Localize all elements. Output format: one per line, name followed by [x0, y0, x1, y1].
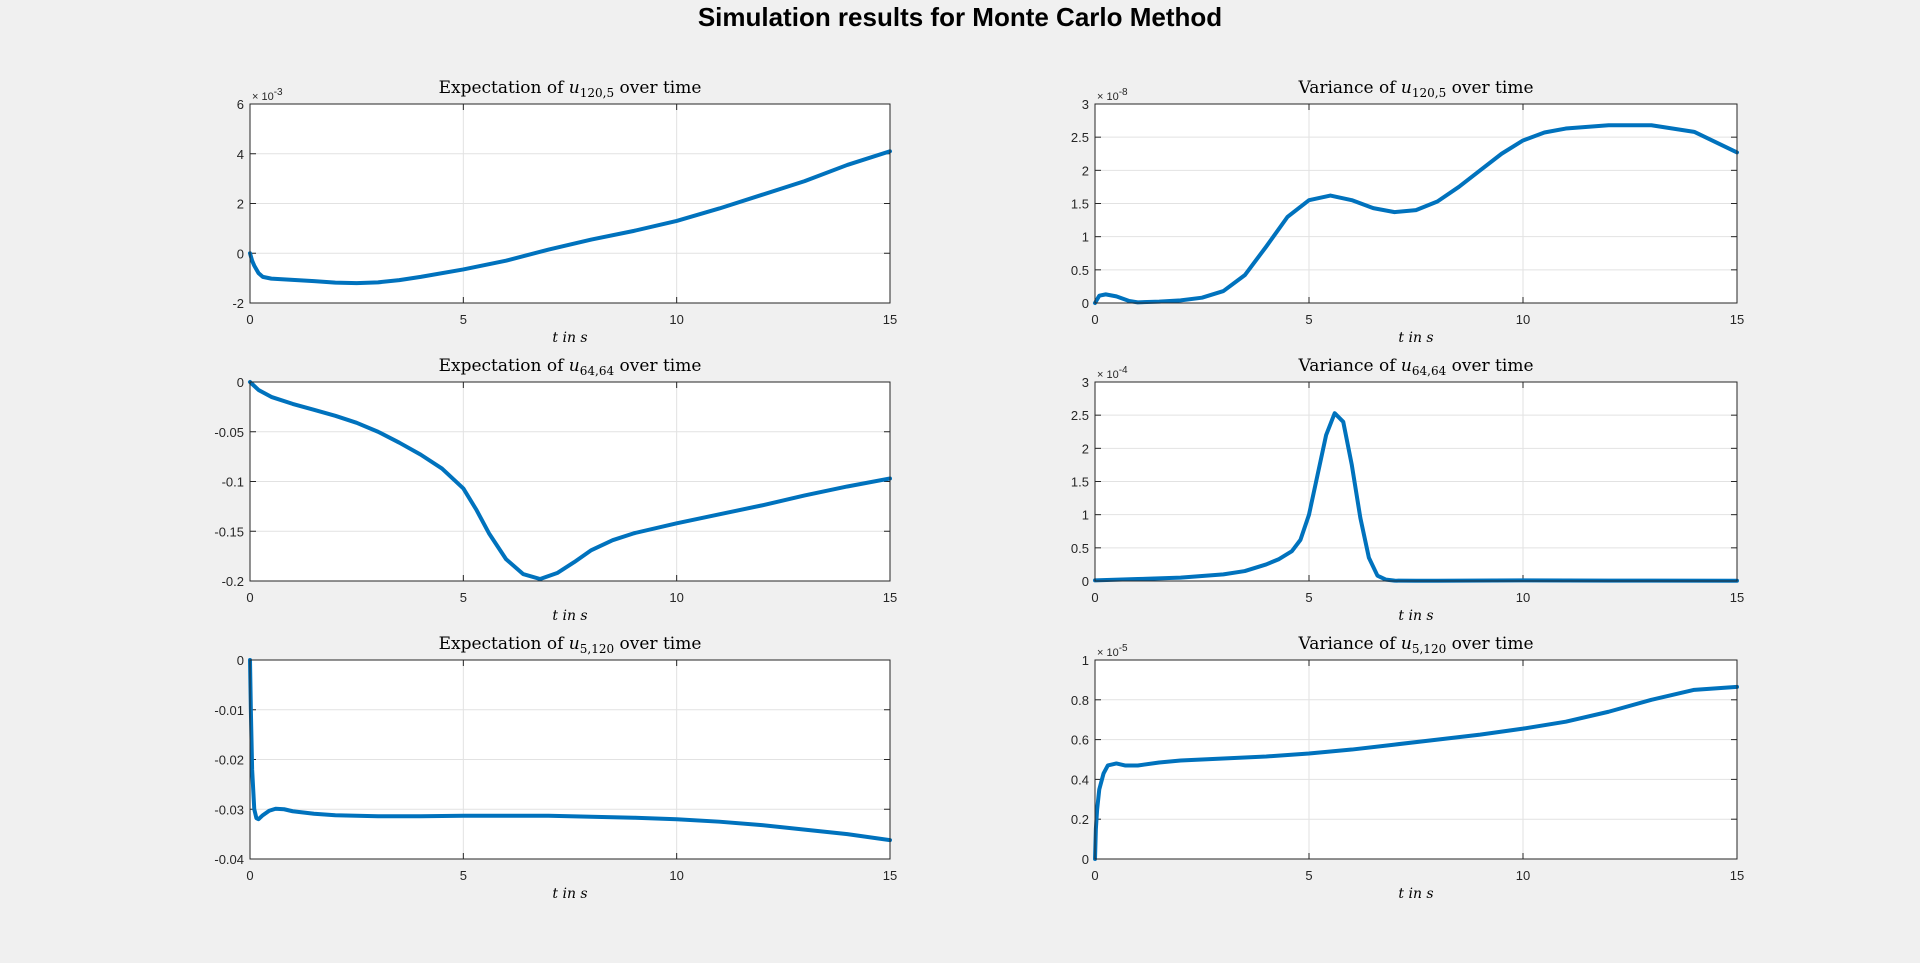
y-tick-label: 0.5 — [1071, 263, 1089, 278]
x-tick-label: 0 — [246, 590, 253, 605]
subplot-4: 0 5 10 15 0 0.5 1 1.5 2 2.5 3 × 10-4 Variance of u64… — [1071, 356, 1744, 624]
x-tick-label: 10 — [1516, 868, 1530, 883]
x-tick-label: 15 — [883, 868, 897, 883]
x-tick-label: 15 — [883, 590, 897, 605]
x-tick-label: 10 — [1516, 312, 1530, 327]
x-tick-label: 0 — [1091, 868, 1098, 883]
x-tick-label: 15 — [1730, 590, 1744, 605]
y-tick-label: -0.01 — [214, 703, 244, 718]
y-tick-label: 0.2 — [1071, 812, 1089, 827]
y-tick-label: 0.4 — [1071, 772, 1089, 787]
subplot-3: 0 5 10 15 -0.2 -0.15 -0.1 -0.05 0 Expectation of … — [214, 356, 897, 624]
x-axis-label: t in s — [552, 330, 587, 346]
y-tick-label: -2 — [232, 296, 244, 311]
y-tick-label: 3 — [1082, 97, 1089, 112]
series-line-1 — [248, 658, 892, 843]
series-line-1 — [1093, 684, 1739, 861]
x-tick-label: 5 — [460, 312, 467, 327]
x-tick-label: 5 — [1305, 590, 1312, 605]
y-tick-label: -0.02 — [214, 753, 244, 768]
y-tick-label: -0.1 — [222, 475, 244, 490]
x-tick-label: 10 — [669, 312, 683, 327]
axis-exponent-label: × 10-3 — [252, 87, 283, 103]
x-tick-label: 15 — [1730, 312, 1744, 327]
subplot-title: Variance of u5,120 over time — [1297, 634, 1533, 656]
subplot-title: Expectation of u120,5 over time — [439, 78, 702, 100]
axes-box — [249, 103, 891, 304]
axis-exponent-label: × 10-5 — [1097, 643, 1128, 659]
y-tick-label: 2 — [1082, 163, 1089, 178]
x-tick-label: 5 — [1305, 868, 1312, 883]
axes-box — [1094, 381, 1738, 582]
series-line-1 — [248, 380, 892, 582]
y-tick-label: 1.5 — [1071, 475, 1089, 490]
y-tick-label: 1 — [1082, 653, 1089, 668]
subplot-2: 0 5 10 15 0 0.5 1 1.5 2 2.5 3 × 10-8 Variance of u12… — [1071, 78, 1744, 346]
subplot-title: Expectation of u64,64 over time — [439, 356, 702, 378]
axes-box — [1094, 659, 1738, 860]
series-line-1 — [248, 149, 892, 286]
x-tick-label: 5 — [1305, 312, 1312, 327]
x-tick-label: 10 — [669, 590, 683, 605]
y-tick-label: 0 — [237, 246, 244, 261]
y-tick-label: 0.5 — [1071, 541, 1089, 556]
subplot-6: 0 5 10 15 0 0.2 0.4 0.6 0.8 1 × 10-5 Variance of u5… — [1071, 634, 1744, 902]
axes-box — [249, 659, 891, 860]
subplot-title: Variance of u64,64 over time — [1297, 356, 1533, 378]
axes-box — [1094, 103, 1738, 304]
x-axis-label: t in s — [1398, 608, 1433, 624]
y-tick-label: -0.15 — [214, 524, 244, 539]
x-axis-label: t in s — [552, 608, 587, 624]
y-tick-label: 0.6 — [1071, 733, 1089, 748]
y-tick-label: 2.5 — [1071, 408, 1089, 423]
axis-exponent-label: × 10-4 — [1097, 365, 1128, 381]
y-tick-label: -0.05 — [214, 425, 244, 440]
subplot-5: 0 5 10 15 -0.04 -0.03 -0.02 -0.01 0 Expectation o… — [214, 634, 897, 902]
x-tick-label: 0 — [1091, 590, 1098, 605]
subplot-title: Variance of u120,5 over time — [1297, 78, 1533, 100]
x-axis-label: t in s — [552, 886, 587, 902]
x-tick-label: 5 — [460, 590, 467, 605]
figure-title: Simulation results for Monte Carlo Metho… — [697, 2, 1223, 32]
y-tick-label: 1 — [1082, 508, 1089, 523]
y-tick-label: 1 — [1082, 230, 1089, 245]
x-tick-label: 0 — [246, 312, 253, 327]
x-tick-label: 10 — [1516, 590, 1530, 605]
y-tick-label: 3 — [1082, 375, 1089, 390]
axes-box — [249, 381, 891, 582]
y-tick-label: 4 — [237, 147, 244, 162]
y-tick-label: -0.03 — [214, 802, 244, 817]
x-axis-label: t in s — [1398, 330, 1433, 346]
y-tick-label: 0 — [1082, 852, 1089, 867]
x-tick-label: 15 — [1730, 868, 1744, 883]
y-tick-label: 0.8 — [1071, 693, 1089, 708]
x-tick-label: 10 — [669, 868, 683, 883]
y-tick-label: 2.5 — [1071, 130, 1089, 145]
y-tick-label: -0.04 — [214, 852, 244, 867]
x-tick-label: 0 — [246, 868, 253, 883]
y-tick-label: 0 — [237, 653, 244, 668]
y-tick-label: 0 — [1082, 296, 1089, 311]
y-tick-label: 1.5 — [1071, 197, 1089, 212]
y-tick-label: 0 — [237, 375, 244, 390]
y-tick-label: -0.2 — [222, 574, 244, 589]
y-tick-label: 2 — [1082, 441, 1089, 456]
y-tick-label: 2 — [237, 197, 244, 212]
x-tick-label: 15 — [883, 312, 897, 327]
y-tick-label: 0 — [1082, 574, 1089, 589]
x-tick-label: 0 — [1091, 312, 1098, 327]
subplot-title: Expectation of u5,120 over time — [439, 634, 702, 656]
x-axis-label: t in s — [1398, 886, 1433, 902]
axis-exponent-label: × 10-8 — [1097, 87, 1128, 103]
y-tick-label: 6 — [237, 97, 244, 112]
series-line-1 — [1093, 123, 1739, 305]
x-tick-label: 5 — [460, 868, 467, 883]
